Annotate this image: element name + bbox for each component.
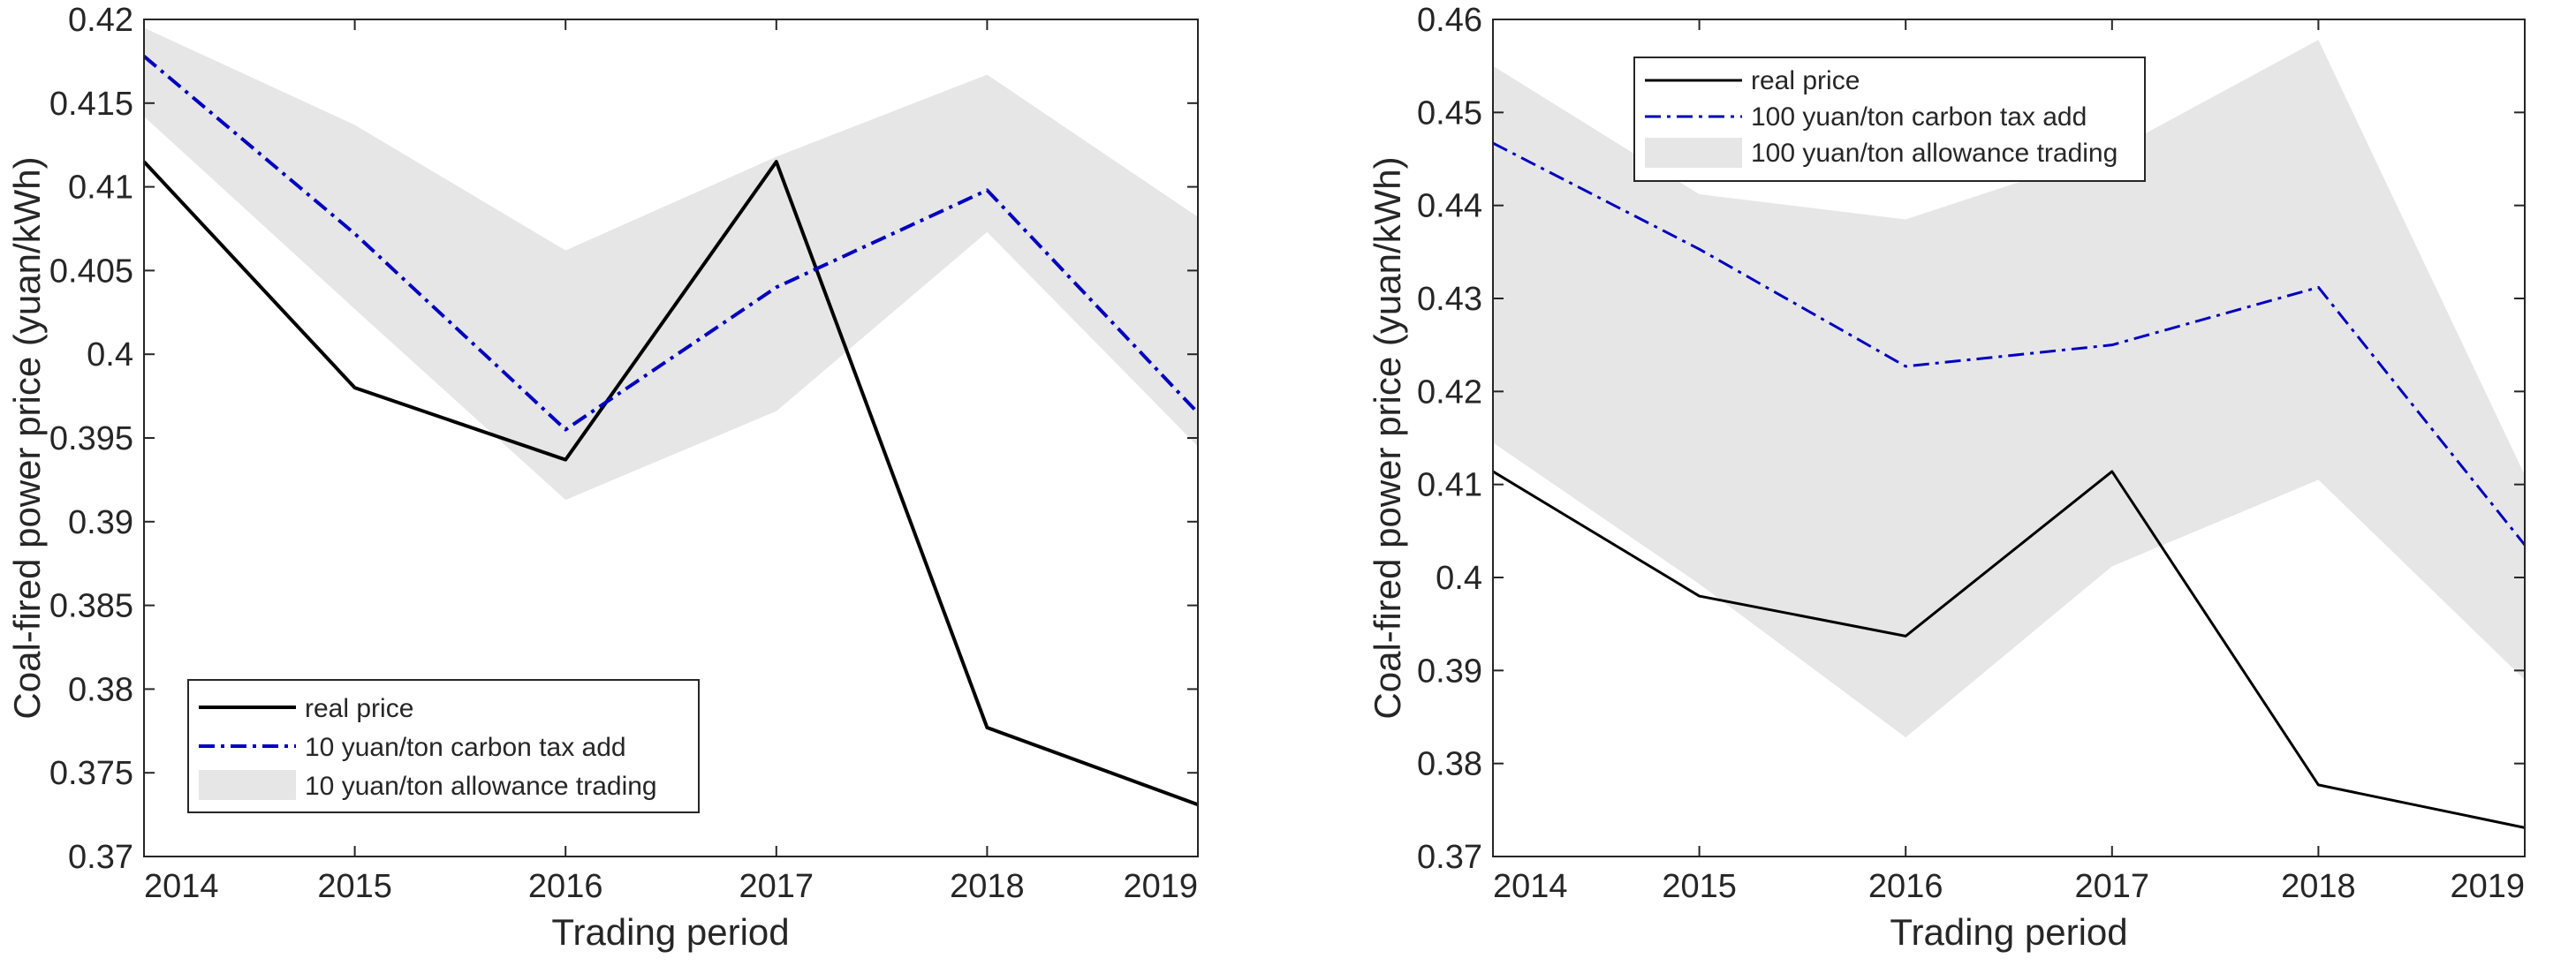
carbon-tax-line	[142, 55, 1200, 432]
y-tick-label: 0.375	[49, 755, 133, 792]
x-tick-label: 2014	[1493, 868, 1568, 905]
y-tick-label: 0.37	[68, 839, 133, 876]
legend: real price 10 yuan/ton carbon tax add 10…	[187, 679, 700, 813]
y-tick-label: 0.38	[68, 671, 133, 708]
y-tick-label: 0.39	[68, 504, 133, 541]
y-tick-label: 0.37	[1417, 839, 1482, 876]
y-tick-label: 0.385	[49, 588, 133, 625]
y-tick-label: 0.4	[87, 336, 133, 374]
legend-swatch-allowance	[1645, 138, 1742, 168]
legend-label-real-price: real price	[1751, 66, 1860, 95]
legend-swatch-allowance	[199, 770, 296, 800]
right-chart: 0.37 0.38 0.39 0.4 0.41 0.42 0.43 0.44 0.45 0.46 2…	[1367, 2, 2527, 953]
x-tick-label: 2019	[1123, 868, 1198, 905]
legend-label-allowance: 10 yuan/ton allowance trading	[305, 772, 657, 801]
axes-box	[1492, 19, 2526, 857]
y-tick-label: 0.45	[1417, 94, 1482, 132]
y-tick-label: 0.46	[1417, 2, 1482, 39]
y-tick-label: 0.39	[1417, 653, 1482, 690]
y-tick-label: 0.41	[1417, 467, 1482, 504]
real-price-line	[142, 160, 1199, 807]
x-tick-label: 2015	[1662, 868, 1737, 905]
legend-label-carbon-tax: 10 yuan/ton carbon tax add	[305, 733, 626, 762]
x-tick-label: 2014	[144, 868, 219, 905]
carbon-tax-line	[1492, 141, 2527, 547]
x-tick-label: 2016	[528, 868, 603, 905]
y-tick-label: 0.4	[1436, 560, 1482, 597]
x-tick-label: 2019	[2450, 868, 2525, 905]
allowance-trading-band	[1493, 40, 2525, 738]
y-tick-label: 0.44	[1417, 188, 1482, 225]
legend-label-allowance: 100 yuan/ton allowance trading	[1751, 139, 2118, 168]
y-tick-label: 0.415	[49, 86, 133, 123]
y-tick-label: 0.395	[49, 420, 133, 457]
y-tick-label: 0.405	[49, 253, 133, 290]
y-axis-label: Coal-fired power price (yuan/kWh)	[6, 156, 48, 719]
x-axis-label: Trading period	[1890, 911, 2127, 953]
y-tick-label: 0.43	[1417, 281, 1482, 318]
allowance-trading-band	[144, 27, 1198, 501]
x-tick-label: 2017	[739, 868, 814, 905]
legend-label-real-price: real price	[305, 694, 413, 723]
x-tick-label: 2017	[2075, 868, 2150, 905]
y-tick-label: 0.38	[1417, 746, 1482, 783]
x-tick-label: 2015	[317, 868, 392, 905]
x-tick-label: 2018	[950, 868, 1025, 905]
x-tick-label: 2016	[1868, 868, 1943, 905]
legend-label-carbon-tax: 100 yuan/ton carbon tax add	[1751, 102, 2087, 132]
y-tick-label: 0.42	[68, 2, 133, 39]
real-price-line	[1492, 470, 2526, 829]
legend: real price 100 yuan/ton carbon tax add 1…	[1633, 57, 2146, 182]
x-axis-label: Trading period	[551, 911, 789, 953]
y-axis-label: Coal-fired power price (yuan/kWh)	[1367, 156, 1408, 719]
left-chart: 0.37 0.375 0.38 0.385 0.39 0.395 0.4 0.405 0.41 0…	[6, 2, 1200, 953]
y-tick-label: 0.41	[68, 170, 133, 207]
x-tick-label: 2018	[2281, 868, 2356, 905]
y-tick-label: 0.42	[1417, 374, 1482, 411]
